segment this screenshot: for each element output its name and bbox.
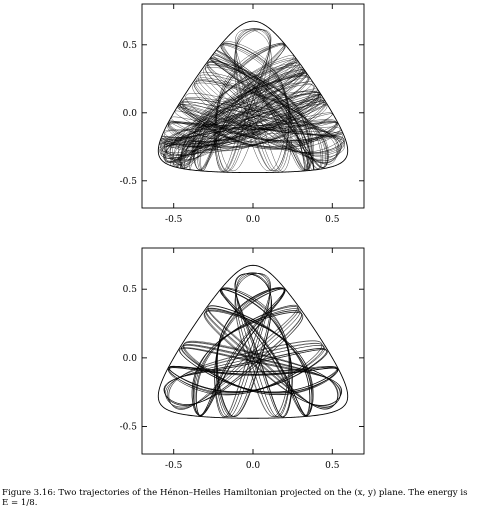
top-y-tick-label: -0.5 (120, 177, 138, 187)
bottom-panel: -0.5 0.0 0.5 0.5 0.0 -0.5 (120, 247, 365, 470)
bottom-y-tick-label: -0.5 (120, 423, 138, 433)
caption-line-1: Figure 3.16: Two trajectories of the Hén… (2, 488, 468, 498)
caption-line-2: E = 1/8. (2, 498, 38, 508)
top-energy-boundary (157, 20, 349, 174)
bottom-trajectory-line (163, 272, 343, 418)
top-x-tick-label: 0.0 (246, 215, 261, 225)
top-y-tick-label: 0.5 (123, 41, 138, 51)
bottom-energy-boundary (157, 264, 349, 419)
figure-caption: Figure 3.16: Two trajectories of the Hén… (2, 488, 476, 508)
top-x-tick-label: 0.5 (325, 215, 340, 225)
top-y-tick-label: 0.0 (123, 109, 138, 119)
bottom-y-tick-label: 0.0 (123, 354, 138, 364)
bottom-y-tick-label: 0.5 (123, 285, 138, 295)
top-x-tick-label: -0.5 (165, 215, 183, 225)
top-trajectory-line (158, 28, 345, 172)
figure: -0.5 0.0 0.50.50.0-0.5 -0.5 0.0 0.50.50.0-0.… (120, 3, 365, 470)
bottom-x-tick-label: -0.5 (165, 461, 183, 470)
top-panel: -0.5 0.0 0.5 0.5 0.0 -0.5 (120, 3, 365, 225)
bottom-x-tick-label: 0.5 (325, 461, 340, 470)
bottom-x-tick-label: 0.0 (246, 461, 261, 470)
